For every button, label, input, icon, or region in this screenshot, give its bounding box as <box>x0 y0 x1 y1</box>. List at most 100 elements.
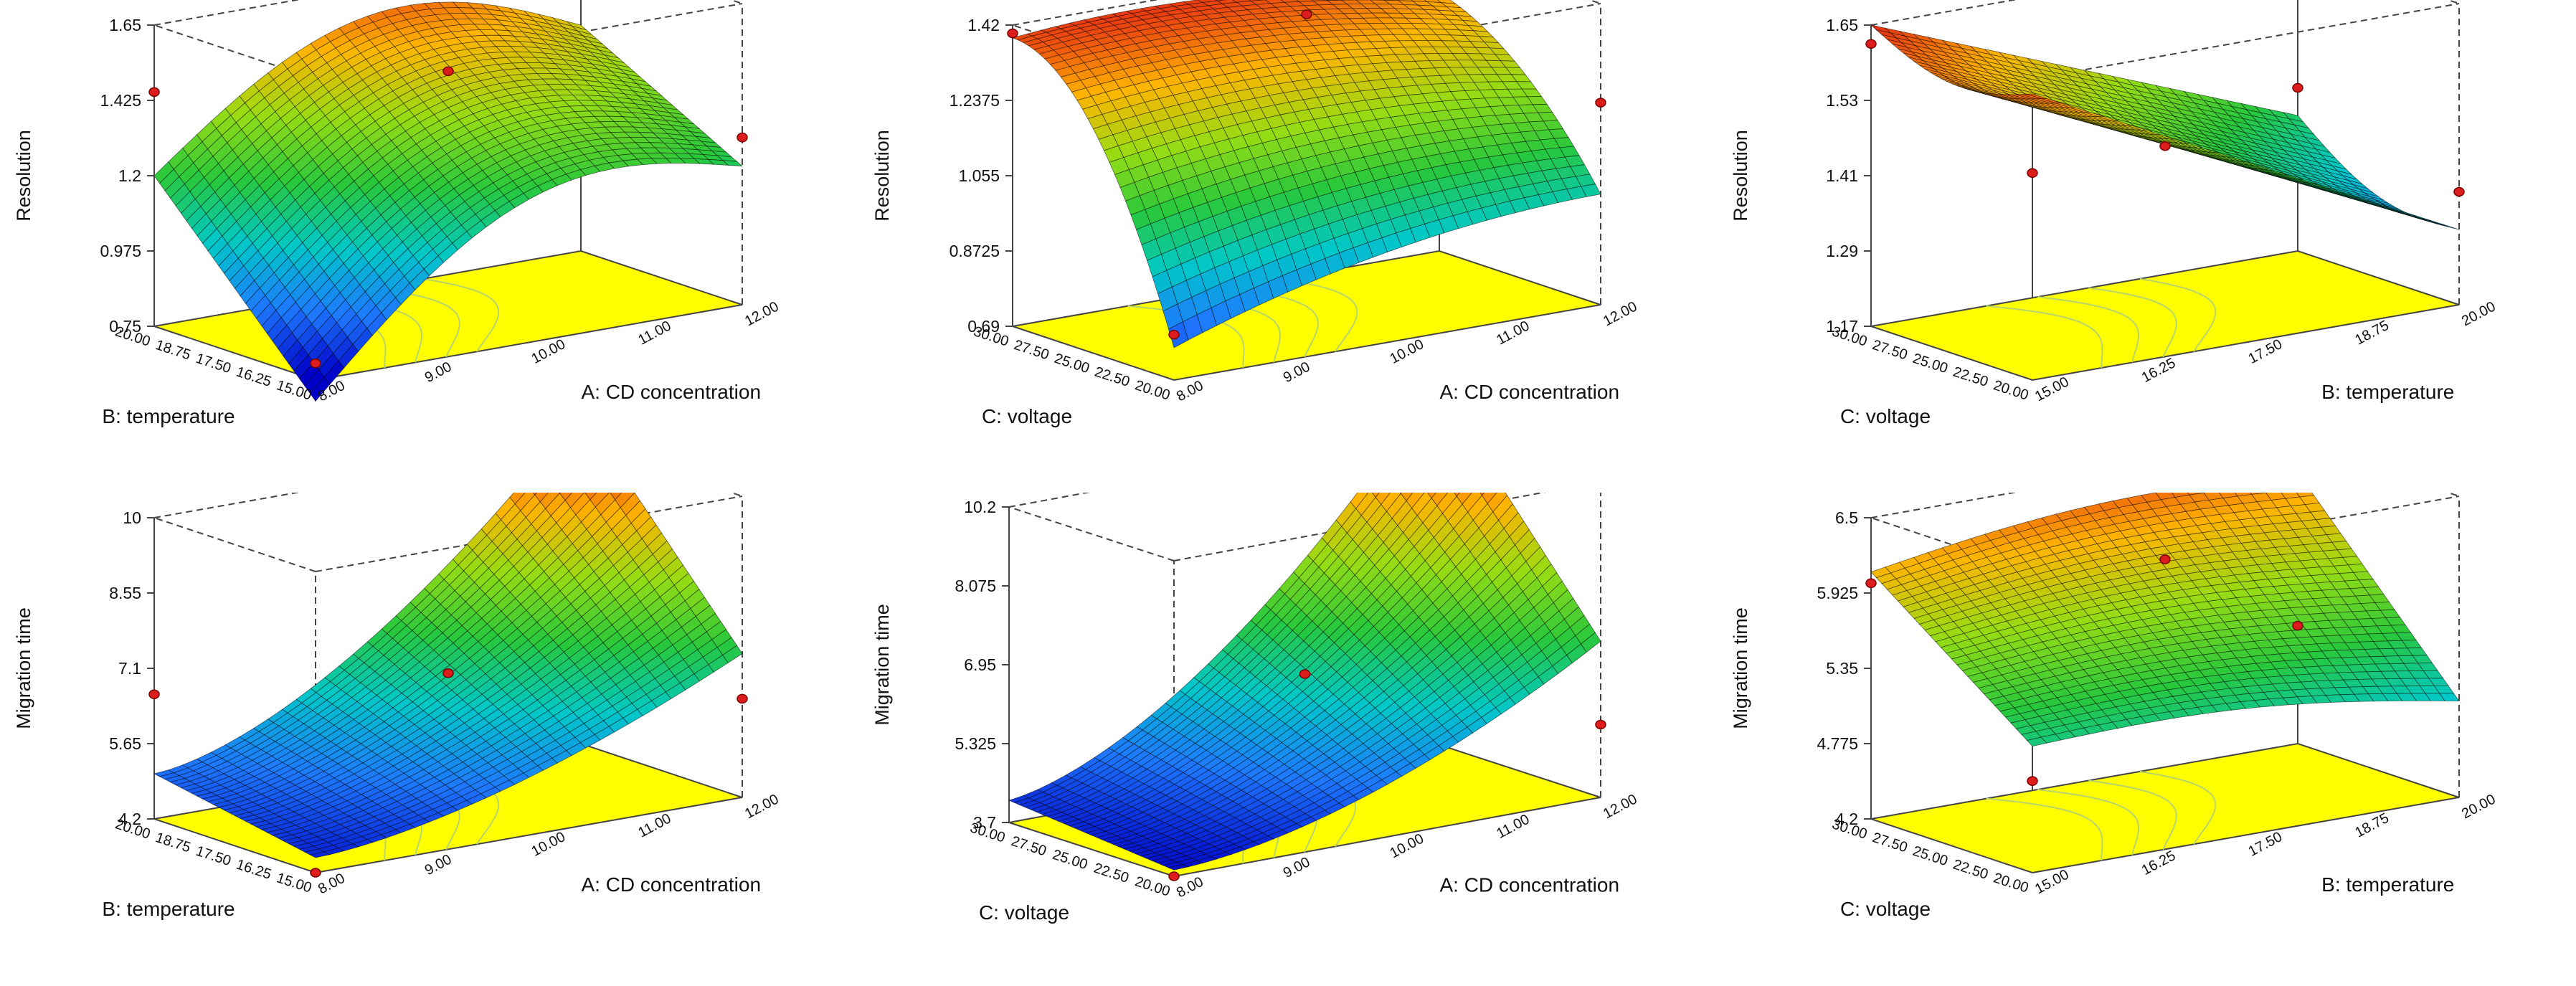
contour-line <box>2139 770 2217 845</box>
z-tick-label: 10.2 <box>964 498 996 516</box>
z-tick-label: 0.8725 <box>950 242 1000 260</box>
y-tick-label: 20.00 <box>1133 377 1172 403</box>
x-tick-label: 12.00 <box>742 791 782 822</box>
z-tick-label: 1.2 <box>118 166 141 185</box>
surface-plot-svg: 1.421.23751.0550.87250.69Resolution8.009… <box>871 0 1640 427</box>
design-point <box>1168 329 1180 340</box>
design-point <box>1595 719 1606 730</box>
design-point <box>1301 9 1312 19</box>
z-tick-label: 1.425 <box>100 91 141 110</box>
z-tick-label: 0.75 <box>109 317 141 336</box>
contour-line <box>2139 278 2217 352</box>
surface-plot-svg: 1.651.4251.20.9750.75Resolution8.009.001… <box>13 0 782 427</box>
z-axis-title: Resolution <box>871 130 893 222</box>
contour-line <box>2037 296 2140 363</box>
design-point <box>2292 82 2303 93</box>
surface-panel-migration-a-c: 10.2 8.075 6.95 5.325 3.7 Migration time 8.00 9… <box>858 493 1717 985</box>
design-point <box>442 668 454 678</box>
response-surface <box>1870 493 2460 747</box>
surface-cell <box>1479 493 1485 496</box>
z-axis: 1.65 1.425 1.2 0.975 0.75 Resolution <box>13 16 154 336</box>
contour-line <box>1986 797 2103 861</box>
response-surface <box>153 493 743 858</box>
z-axis-title: Migration time <box>13 607 34 729</box>
x-axis-title: A: CD concentration <box>1439 381 1619 403</box>
surface-cell <box>2027 93 2047 99</box>
x-tick-label: 20.00 <box>2459 298 2499 329</box>
surface-cell <box>1454 493 1461 497</box>
z-axis-title: Resolution <box>13 130 34 222</box>
z-tick-label: 1.65 <box>109 16 141 34</box>
x-axis-title: A: CD concentration <box>1439 874 1619 896</box>
z-axis-title: Resolution <box>1730 130 1751 222</box>
surface-panel-resolution-a-b: 1.65 1.425 1.2 0.975 0.75 Resolution 8.00 9.00 1… <box>0 0 858 493</box>
x-tick-label: 9.00 <box>422 851 455 878</box>
y-tick-label: 25.00 <box>1052 351 1091 376</box>
response-surface <box>1011 0 1601 349</box>
contour-line <box>1986 305 2103 368</box>
y-tick-label: 20.00 <box>1133 873 1172 899</box>
y-tick-label: 22.50 <box>1093 364 1132 390</box>
design-point <box>1007 28 1018 39</box>
x-tick-label: 12.00 <box>1601 298 1640 329</box>
z-tick-label: 1.53 <box>1826 91 1858 110</box>
y-axis-title: B: temperature <box>102 405 235 427</box>
z-tick-label: 8.55 <box>109 584 141 602</box>
y-tick-label: 22.50 <box>1951 364 1990 390</box>
x-tick-label: 9.00 <box>1281 854 1313 881</box>
design-point <box>737 693 748 704</box>
x-tick-label: 12.00 <box>1601 791 1640 822</box>
surface-panel-resolution-a-c: 1.42 1.2375 1.055 0.8725 0.69 Resolution 8.00 9… <box>858 0 1717 493</box>
z-tick-label: 5.65 <box>109 734 141 753</box>
contour-floor <box>1012 250 1601 381</box>
contour-line <box>1281 278 1358 352</box>
design-point <box>1299 669 1311 679</box>
y-tick-label: 27.50 <box>1870 337 1909 363</box>
surface-cell <box>1371 493 1380 498</box>
surface-panel-migration-a-b: 10 8.55 7.1 5.65 4.2 Migration time 8.00 9.00 10… <box>0 493 858 985</box>
y-axis-title: C: voltage <box>1840 405 1931 427</box>
design-point <box>2159 141 2171 151</box>
x-axis-title: B: temperature <box>2321 381 2454 403</box>
y-tick-label: 25.00 <box>1051 847 1089 873</box>
z-tick-label: 7.1 <box>118 659 141 678</box>
design-point <box>310 358 321 369</box>
z-tick-label: 4.2 <box>118 810 141 828</box>
x-axis-title: A: CD concentration <box>581 873 761 896</box>
x-tick-label: 8.00 <box>1174 378 1206 405</box>
z-tick-label: 0.69 <box>967 317 1000 336</box>
x-tick-label: 12.00 <box>742 298 782 329</box>
design-point <box>1865 39 1877 49</box>
y-axis-title: B: temperature <box>102 898 235 920</box>
y-tick-label: 27.50 <box>1012 337 1051 363</box>
z-tick-label: 1.42 <box>967 16 1000 34</box>
y-tick-label: 20.00 <box>1992 377 2030 403</box>
response-surface <box>1870 24 2460 230</box>
response-surface <box>1008 493 1601 871</box>
surface-panel-resolution-b-c: 1.65 1.53 1.41 1.29 1.17 Resolution 15.00 16.25… <box>1717 0 2575 493</box>
contour-line <box>2088 287 2177 358</box>
y-tick-label: 16.25 <box>235 364 273 390</box>
z-tick-label: 8.075 <box>955 577 996 595</box>
z-axis-title: Migration time <box>871 604 893 726</box>
design-points <box>148 66 748 369</box>
surface-plot-svg: 1.651.531.411.291.17Resolution15.0016.25… <box>1730 0 2499 427</box>
z-tick-label: 5.325 <box>955 734 996 753</box>
design-point <box>442 66 454 77</box>
z-tick-label: 0.975 <box>100 242 141 260</box>
x-tick-label: 9.00 <box>1281 359 1313 386</box>
design-point <box>1168 871 1180 881</box>
design-point <box>2453 186 2465 197</box>
surface-panel-migration-b-c: 6.5 5.925 5.35 4.775 4.2 Migration time 15.00 1… <box>1717 493 2575 985</box>
x-tick-label: 9.00 <box>422 359 455 386</box>
z-tick-label: 6.95 <box>964 655 996 674</box>
design-point <box>148 689 160 699</box>
response-surface <box>153 1 744 402</box>
contour-floor <box>1870 250 2460 381</box>
y-tick-label: 27.50 <box>1009 833 1048 859</box>
z-tick-label: 1.2375 <box>950 91 1000 110</box>
